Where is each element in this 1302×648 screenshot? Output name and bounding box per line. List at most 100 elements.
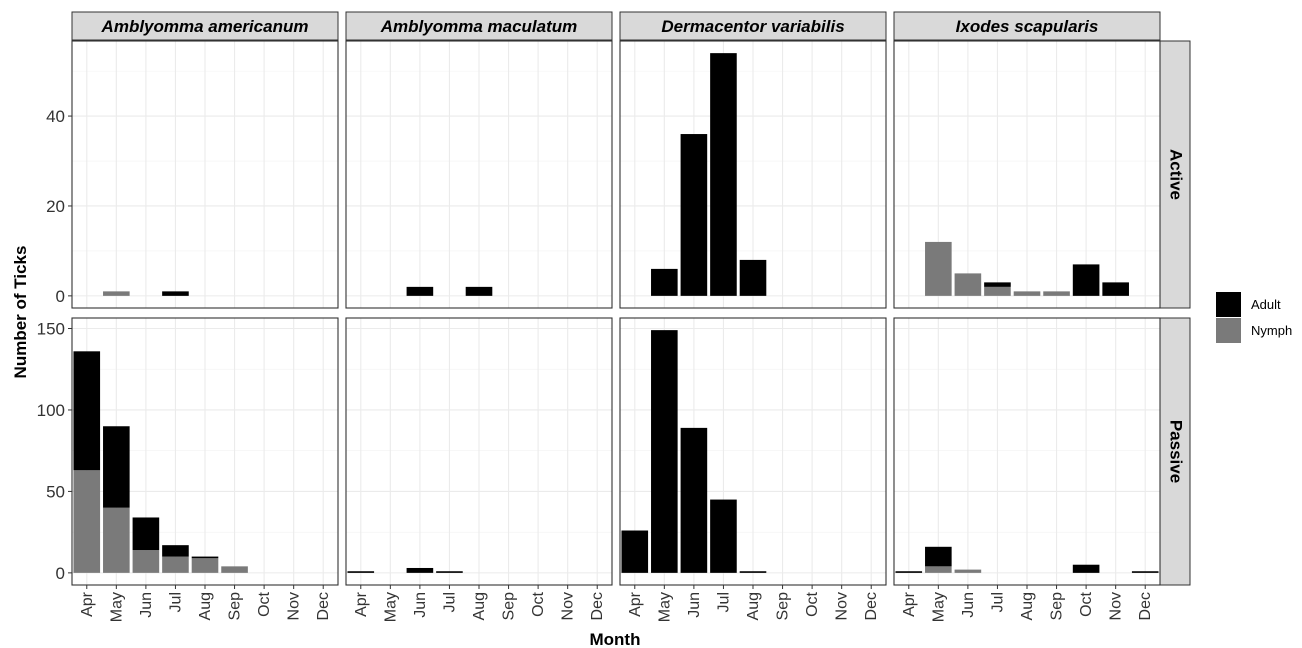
bar-adult [680, 427, 708, 573]
x-tick-label: Aug [197, 592, 214, 620]
bar-nymph [1013, 291, 1041, 296]
x-tick-label: Nov [560, 592, 577, 620]
x-tick-label: Dec [315, 592, 332, 620]
facet-strip-method [1159, 40, 1191, 309]
facet-strip-species [345, 11, 613, 41]
bar-nymph [1043, 291, 1070, 296]
legend-key-nymph [1216, 318, 1241, 343]
y-tick-label: 40 [46, 107, 65, 126]
facet-strip-species [71, 11, 339, 41]
x-tick-label: May [382, 592, 399, 622]
x-tick-label: Aug [1019, 592, 1036, 620]
bar-nymph [954, 273, 982, 296]
bar-adult [406, 286, 434, 296]
x-tick-label: Jul [989, 592, 1006, 612]
x-tick-label: Dec [1137, 592, 1154, 620]
bar-nymph [925, 241, 952, 296]
x-tick-label: Jun [960, 592, 977, 618]
bar-adult [162, 291, 189, 296]
y-tick-label: 50 [46, 482, 65, 501]
x-tick-label: Dec [863, 592, 880, 620]
bar-nymph [103, 291, 130, 296]
bar-adult [895, 571, 923, 573]
x-tick-label: Apr [901, 591, 918, 617]
x-tick-label: Aug [471, 592, 488, 620]
x-tick-label: Apr [79, 591, 96, 617]
bar-adult [739, 571, 767, 573]
bar-adult [406, 567, 434, 573]
bar-nymph [221, 566, 248, 573]
x-tick-label: Nov [286, 592, 303, 620]
bar-adult [710, 499, 737, 573]
bar-adult [1072, 264, 1100, 296]
legend-label-adult: Adult [1251, 297, 1281, 312]
bar-nymph [103, 507, 130, 573]
facet-strip-species-label: Amblyomma maculatum [380, 17, 578, 36]
facet-strip-species [893, 11, 1161, 41]
y-tick-label: 0 [56, 564, 65, 583]
legend: Adult Nymph [1216, 292, 1292, 343]
x-tick-label: Oct [530, 591, 547, 616]
bar-adult [347, 571, 375, 573]
x-tick-label: Nov [834, 592, 851, 620]
x-tick-label: Apr [353, 591, 370, 617]
legend-key-adult [1216, 292, 1241, 317]
x-tick-label: Sep [501, 592, 518, 621]
facet-strip-species-label: Amblyomma americanum [101, 17, 309, 36]
facet-strip-species-label: Dermacentor variabilis [661, 17, 844, 36]
bar-adult [984, 282, 1011, 287]
bar-adult [162, 545, 189, 557]
panel-border [619, 40, 887, 309]
x-tick-label: Jul [715, 592, 732, 612]
x-tick-label: Nov [1108, 592, 1125, 620]
bar-adult [132, 517, 160, 551]
x-tick-label: Jun [412, 592, 429, 618]
bar-adult [925, 546, 952, 567]
panel-border [893, 40, 1161, 309]
facet-strip-species-label: Ixodes scapularis [956, 17, 1099, 36]
bar-adult [465, 286, 493, 296]
x-tick-label: Jul [441, 592, 458, 612]
bar-adult [621, 530, 649, 573]
x-tick-label: Dec [589, 592, 606, 620]
bar-adult [436, 571, 463, 573]
x-tick-label: Oct [1078, 591, 1095, 616]
x-tick-label: Aug [745, 592, 762, 620]
facet-strip-species [619, 11, 887, 41]
x-tick-label: Sep [775, 592, 792, 621]
x-tick-label: Oct [804, 591, 821, 616]
bar-nymph [73, 470, 101, 573]
bar-adult [710, 53, 737, 296]
facet-strip-method-label: Passive [1167, 420, 1186, 483]
y-tick-label: 20 [46, 197, 65, 216]
y-axis-title: Number of Ticks [11, 246, 30, 379]
x-tick-label: Apr [627, 591, 644, 617]
bar-nymph [132, 550, 160, 573]
legend-label-nymph: Nymph [1251, 323, 1292, 338]
x-tick-label: May [656, 592, 673, 622]
bar-adult [739, 259, 767, 296]
x-tick-label: Oct [256, 591, 273, 616]
x-axis-title: Month [590, 630, 641, 648]
x-tick-label: Jul [167, 592, 184, 612]
x-tick-label: Jun [138, 592, 155, 618]
panel-border [345, 40, 613, 309]
bar-nymph [954, 569, 982, 573]
bar-nymph [984, 286, 1011, 296]
bar-adult [191, 556, 219, 559]
x-tick-label: May [930, 592, 947, 622]
bar-adult [651, 268, 678, 296]
y-tick-label: 150 [37, 320, 65, 339]
bar-adult [1072, 564, 1100, 573]
bar-adult [1102, 282, 1129, 296]
x-tick-label: May [108, 592, 125, 622]
x-tick-label: Sep [1049, 592, 1066, 621]
x-tick-label: Sep [227, 592, 244, 621]
x-tick-label: Jun [686, 592, 703, 618]
bar-nymph [925, 566, 952, 573]
facet-strip-method [1159, 317, 1191, 586]
y-tick-label: 0 [56, 287, 65, 306]
facet-strip-method-label: Active [1167, 149, 1186, 200]
bar-nymph [162, 556, 189, 573]
